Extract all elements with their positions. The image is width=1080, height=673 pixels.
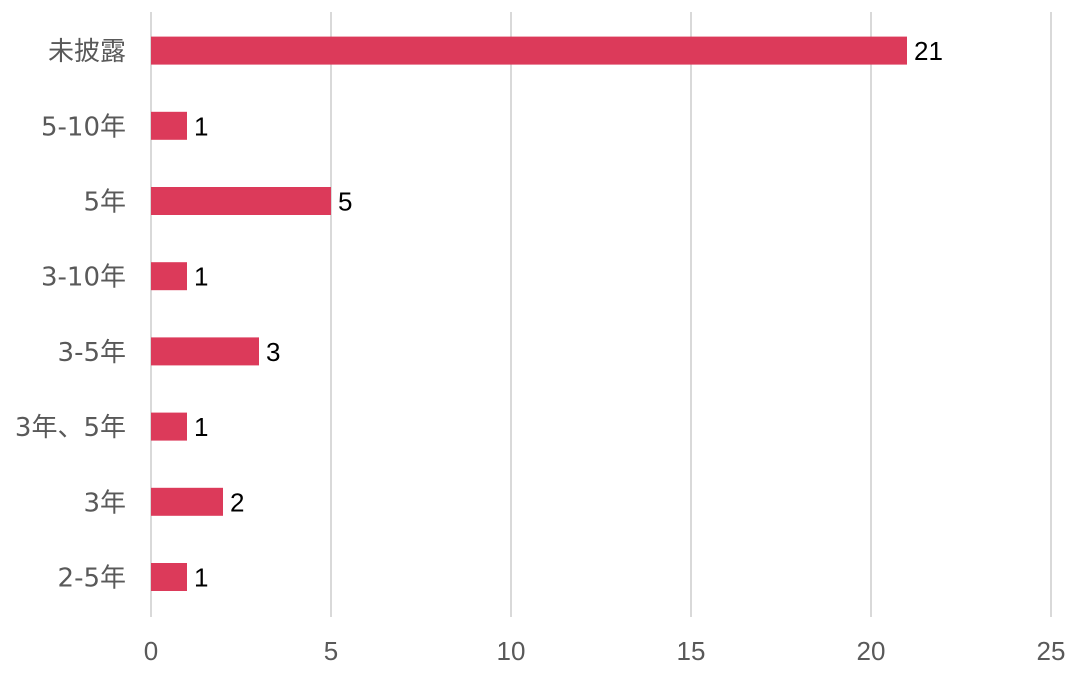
x-tick-label: 25 <box>1037 636 1066 666</box>
value-axis-tick-labels: 0 5 10 15 20 25 <box>144 636 1066 666</box>
bar-value-label: 3 <box>266 337 280 367</box>
category-label: 3-5年 <box>58 338 126 368</box>
bar-7 <box>151 563 187 591</box>
bar-1 <box>151 111 187 140</box>
bar-2 <box>151 187 331 215</box>
category-label: 3年、5年 <box>15 413 126 443</box>
bar-0 <box>151 36 907 65</box>
bar-4 <box>151 337 259 366</box>
category-label: 3-10年 <box>41 263 126 293</box>
x-tick-label: 20 <box>857 636 886 666</box>
bar-6 <box>151 487 223 516</box>
x-tick-label: 5 <box>324 636 338 666</box>
bars <box>151 36 907 591</box>
bar-value-label: 21 <box>914 36 943 66</box>
category-label: 5年 <box>83 188 126 218</box>
bar-5 <box>151 412 187 441</box>
category-label: 5-10年 <box>41 112 126 142</box>
x-tick-label: 10 <box>497 636 526 666</box>
category-label: 3年 <box>83 488 126 518</box>
bar-value-label: 1 <box>194 111 208 141</box>
bar-3 <box>151 262 187 291</box>
category-axis-labels: 未披露 5-10年 5年 3-10年 3-5年 3年、5年 3年 2-5年 <box>15 37 126 593</box>
category-label: 未披露 <box>48 37 126 67</box>
x-tick-label: 0 <box>144 636 158 666</box>
bar-value-label: 1 <box>194 563 208 593</box>
category-label: 2-5年 <box>58 564 126 594</box>
bar-value-label: 2 <box>230 487 244 517</box>
bar-value-label: 5 <box>338 187 352 217</box>
gridlines <box>150 12 1052 617</box>
x-tick-label: 15 <box>677 636 706 666</box>
bar-value-label: 1 <box>194 412 208 442</box>
bar-value-label: 1 <box>194 262 208 292</box>
